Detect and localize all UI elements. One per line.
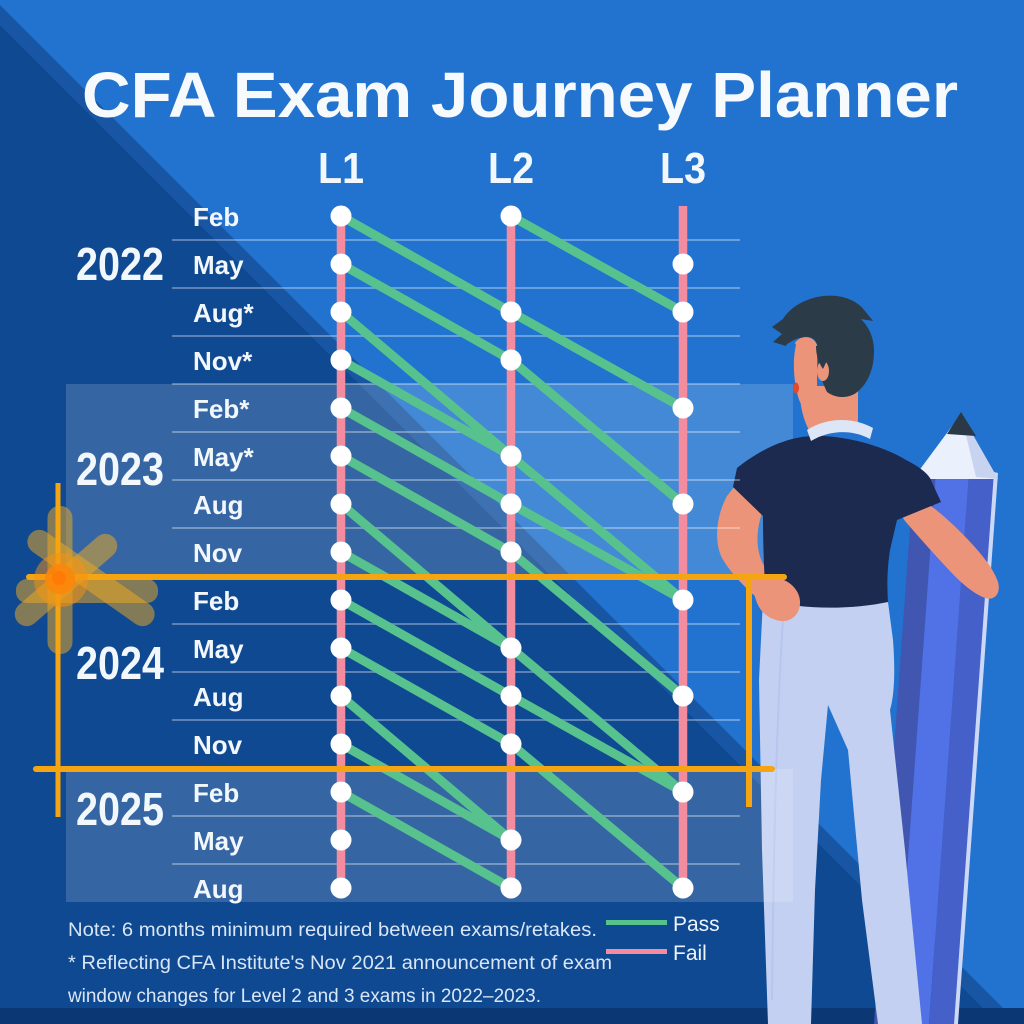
svg-text:L2: L2 (488, 144, 534, 193)
svg-text:Aug: Aug (193, 682, 244, 712)
svg-text:May*: May* (193, 442, 255, 472)
svg-text:* Reflecting CFA Institute's N: * Reflecting CFA Institute's Nov 2021 an… (68, 953, 612, 974)
svg-text:Nov: Nov (193, 730, 243, 760)
svg-text:Aug: Aug (193, 490, 244, 520)
svg-text:May: May (193, 250, 244, 280)
svg-text:Feb*: Feb* (193, 394, 250, 424)
svg-text:CFA Exam Journey Planner: CFA Exam Journey Planner (82, 59, 958, 131)
svg-text:Aug*: Aug* (193, 298, 255, 328)
svg-text:2025: 2025 (76, 783, 164, 835)
svg-text:Pass: Pass (673, 913, 720, 936)
svg-text:May: May (193, 826, 244, 856)
svg-text:Note: 6 months minimum require: Note: 6 months minimum required between … (68, 920, 597, 941)
svg-text:Fail: Fail (673, 942, 707, 965)
svg-text:May: May (193, 634, 244, 664)
svg-text:2022: 2022 (76, 238, 164, 290)
svg-text:L3: L3 (660, 144, 706, 193)
svg-text:Aug: Aug (193, 874, 244, 904)
svg-text:Feb: Feb (193, 202, 239, 232)
svg-text:Feb: Feb (193, 586, 239, 616)
svg-text:2023: 2023 (76, 443, 164, 495)
svg-text:2024: 2024 (76, 637, 164, 689)
svg-text:window changes for Level 2 and: window changes for Level 2 and 3 exams i… (67, 986, 541, 1007)
svg-text:Nov*: Nov* (193, 346, 253, 376)
svg-text:Feb: Feb (193, 778, 239, 808)
svg-text:L1: L1 (318, 144, 364, 193)
svg-text:Nov: Nov (193, 538, 243, 568)
